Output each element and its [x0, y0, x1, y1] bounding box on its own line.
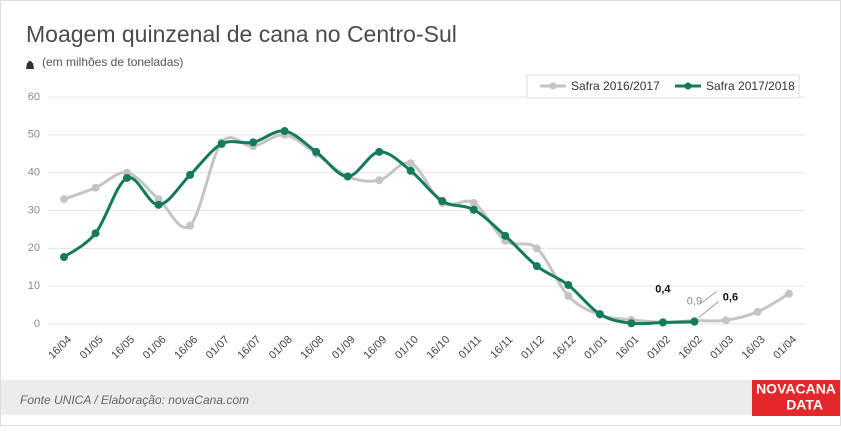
point	[123, 173, 132, 182]
point	[469, 198, 478, 207]
point	[154, 195, 163, 204]
data-label: 0,9	[687, 296, 702, 308]
leader-line	[700, 291, 717, 304]
point	[60, 195, 68, 204]
chart-title: Moagem quinzenal de cana no Centro-Sul	[26, 21, 457, 47]
point	[60, 253, 68, 262]
legend-swatch	[684, 82, 692, 90]
point	[469, 205, 478, 214]
point	[532, 244, 541, 253]
point	[406, 166, 415, 175]
point	[186, 170, 195, 179]
logo	[752, 380, 840, 416]
footer	[1, 380, 840, 415]
point	[690, 317, 699, 326]
point	[406, 159, 415, 168]
data-label: 0,6	[723, 292, 738, 304]
source: Fonte UNICA / Elaboração: novaCana.com	[20, 393, 249, 407]
legend-box	[526, 74, 800, 99]
point	[501, 231, 510, 240]
point	[91, 183, 100, 192]
point	[785, 289, 793, 298]
weight-icon	[26, 61, 34, 69]
point	[154, 200, 163, 209]
point	[91, 229, 100, 238]
point	[595, 310, 604, 319]
point	[438, 197, 447, 206]
point	[532, 262, 541, 271]
point	[564, 281, 573, 290]
point	[658, 318, 667, 327]
point	[753, 307, 762, 316]
point	[249, 138, 258, 147]
point	[217, 139, 226, 148]
point	[564, 292, 573, 301]
data-label: 0,4	[655, 283, 671, 295]
y-tick-label: 0	[34, 318, 40, 330]
point	[343, 172, 352, 181]
y-tick-label: 60	[28, 91, 40, 103]
y-tick-label: 20	[28, 242, 40, 254]
y-tick-label: 10	[28, 280, 40, 292]
point	[186, 221, 195, 230]
logo-text: NOVACANA	[756, 381, 836, 397]
y-tick-label: 40	[28, 167, 40, 179]
point	[312, 147, 321, 156]
point	[280, 127, 289, 136]
point	[375, 147, 384, 156]
y-tick-label: 30	[28, 204, 40, 216]
leader-line	[698, 301, 719, 319]
point	[375, 176, 384, 185]
logo-text: DATA	[786, 397, 823, 413]
point	[627, 319, 636, 328]
point	[721, 316, 730, 325]
y-tick-label: 50	[28, 129, 40, 141]
legend-swatch	[549, 82, 557, 90]
subtitle: (em milhões de toneladas)	[42, 55, 183, 69]
legend-label: Safra 2017/2018	[706, 79, 795, 93]
legend-label: Safra 2016/2017	[571, 79, 660, 93]
